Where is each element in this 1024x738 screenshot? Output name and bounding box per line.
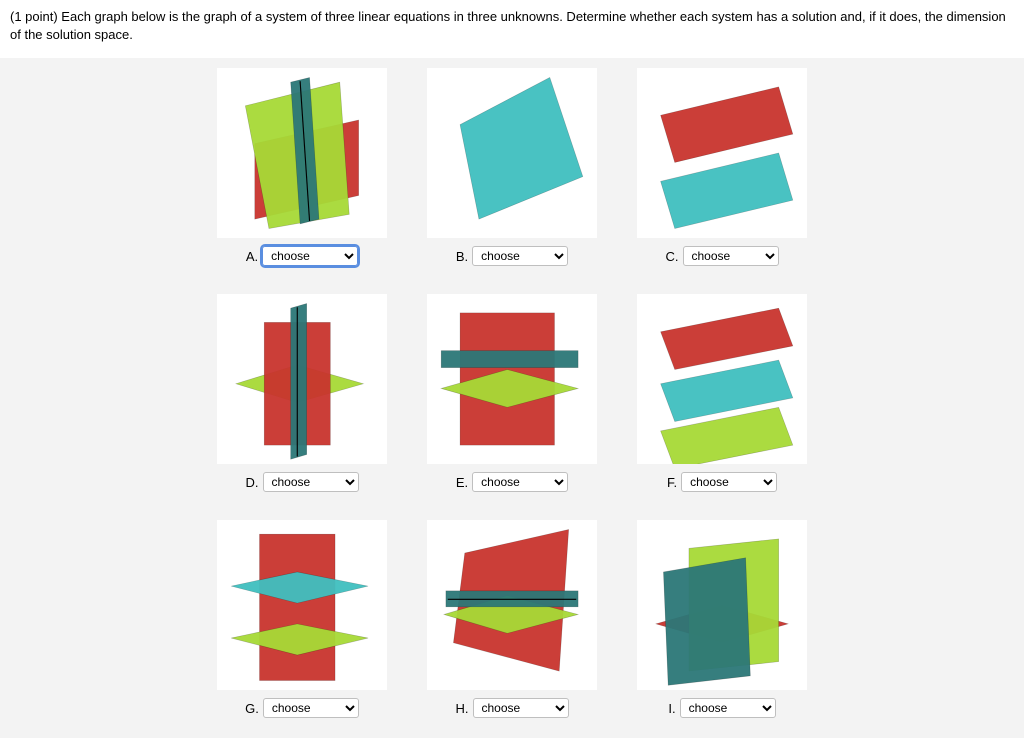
item-letter: G.: [245, 701, 259, 716]
answer-row: C. choose: [666, 246, 779, 266]
answer-row: F. choose: [667, 472, 777, 492]
answer-select-i[interactable]: choose: [680, 698, 776, 718]
plane-graph-d: [217, 294, 387, 464]
answer-select-a[interactable]: choose: [262, 246, 358, 266]
answer-select-d[interactable]: choose: [263, 472, 359, 492]
question-cell-h: H. choose: [427, 520, 597, 718]
answer-row: D. choose: [246, 472, 359, 492]
item-letter: A.: [246, 249, 258, 264]
question-cell-f: F. choose: [637, 294, 807, 492]
answer-select-c[interactable]: choose: [683, 246, 779, 266]
plane-graph-c: [637, 68, 807, 238]
answer-row: G. choose: [245, 698, 359, 718]
question-cell-i: I. choose: [637, 520, 807, 718]
question-cell-g: G. choose: [217, 520, 387, 718]
question-cell-a: A. choose: [217, 68, 387, 266]
question-prompt: (1 point) Each graph below is the graph …: [0, 0, 1024, 58]
question-cell-d: D. choose: [217, 294, 387, 492]
question-cell-e: E. choose: [427, 294, 597, 492]
item-letter: D.: [246, 475, 259, 490]
answer-select-f[interactable]: choose: [681, 472, 777, 492]
question-cell-c: C. choose: [637, 68, 807, 266]
item-letter: I.: [668, 701, 675, 716]
plane-graph-b: [427, 68, 597, 238]
grid-container: A. choose B. choose C. choose D. choose E. choose…: [0, 58, 1024, 738]
answer-row: E. choose: [456, 472, 568, 492]
item-letter: C.: [666, 249, 679, 264]
plane-graph-a: [217, 68, 387, 238]
answer-select-b[interactable]: choose: [472, 246, 568, 266]
answer-select-h[interactable]: choose: [473, 698, 569, 718]
answer-select-g[interactable]: choose: [263, 698, 359, 718]
plane-graph-i: [637, 520, 807, 690]
plane-graph-g: [217, 520, 387, 690]
answer-row: A. choose: [246, 246, 358, 266]
item-letter: B.: [456, 249, 468, 264]
item-letter: E.: [456, 475, 468, 490]
plane-graph-e: [427, 294, 597, 464]
item-letter: F.: [667, 475, 677, 490]
question-cell-b: B. choose: [427, 68, 597, 266]
answer-row: I. choose: [668, 698, 775, 718]
plane-graph-h: [427, 520, 597, 690]
plane-graph-f: [637, 294, 807, 464]
answer-select-e[interactable]: choose: [472, 472, 568, 492]
item-letter: H.: [456, 701, 469, 716]
answer-row: H. choose: [456, 698, 569, 718]
answer-row: B. choose: [456, 246, 568, 266]
